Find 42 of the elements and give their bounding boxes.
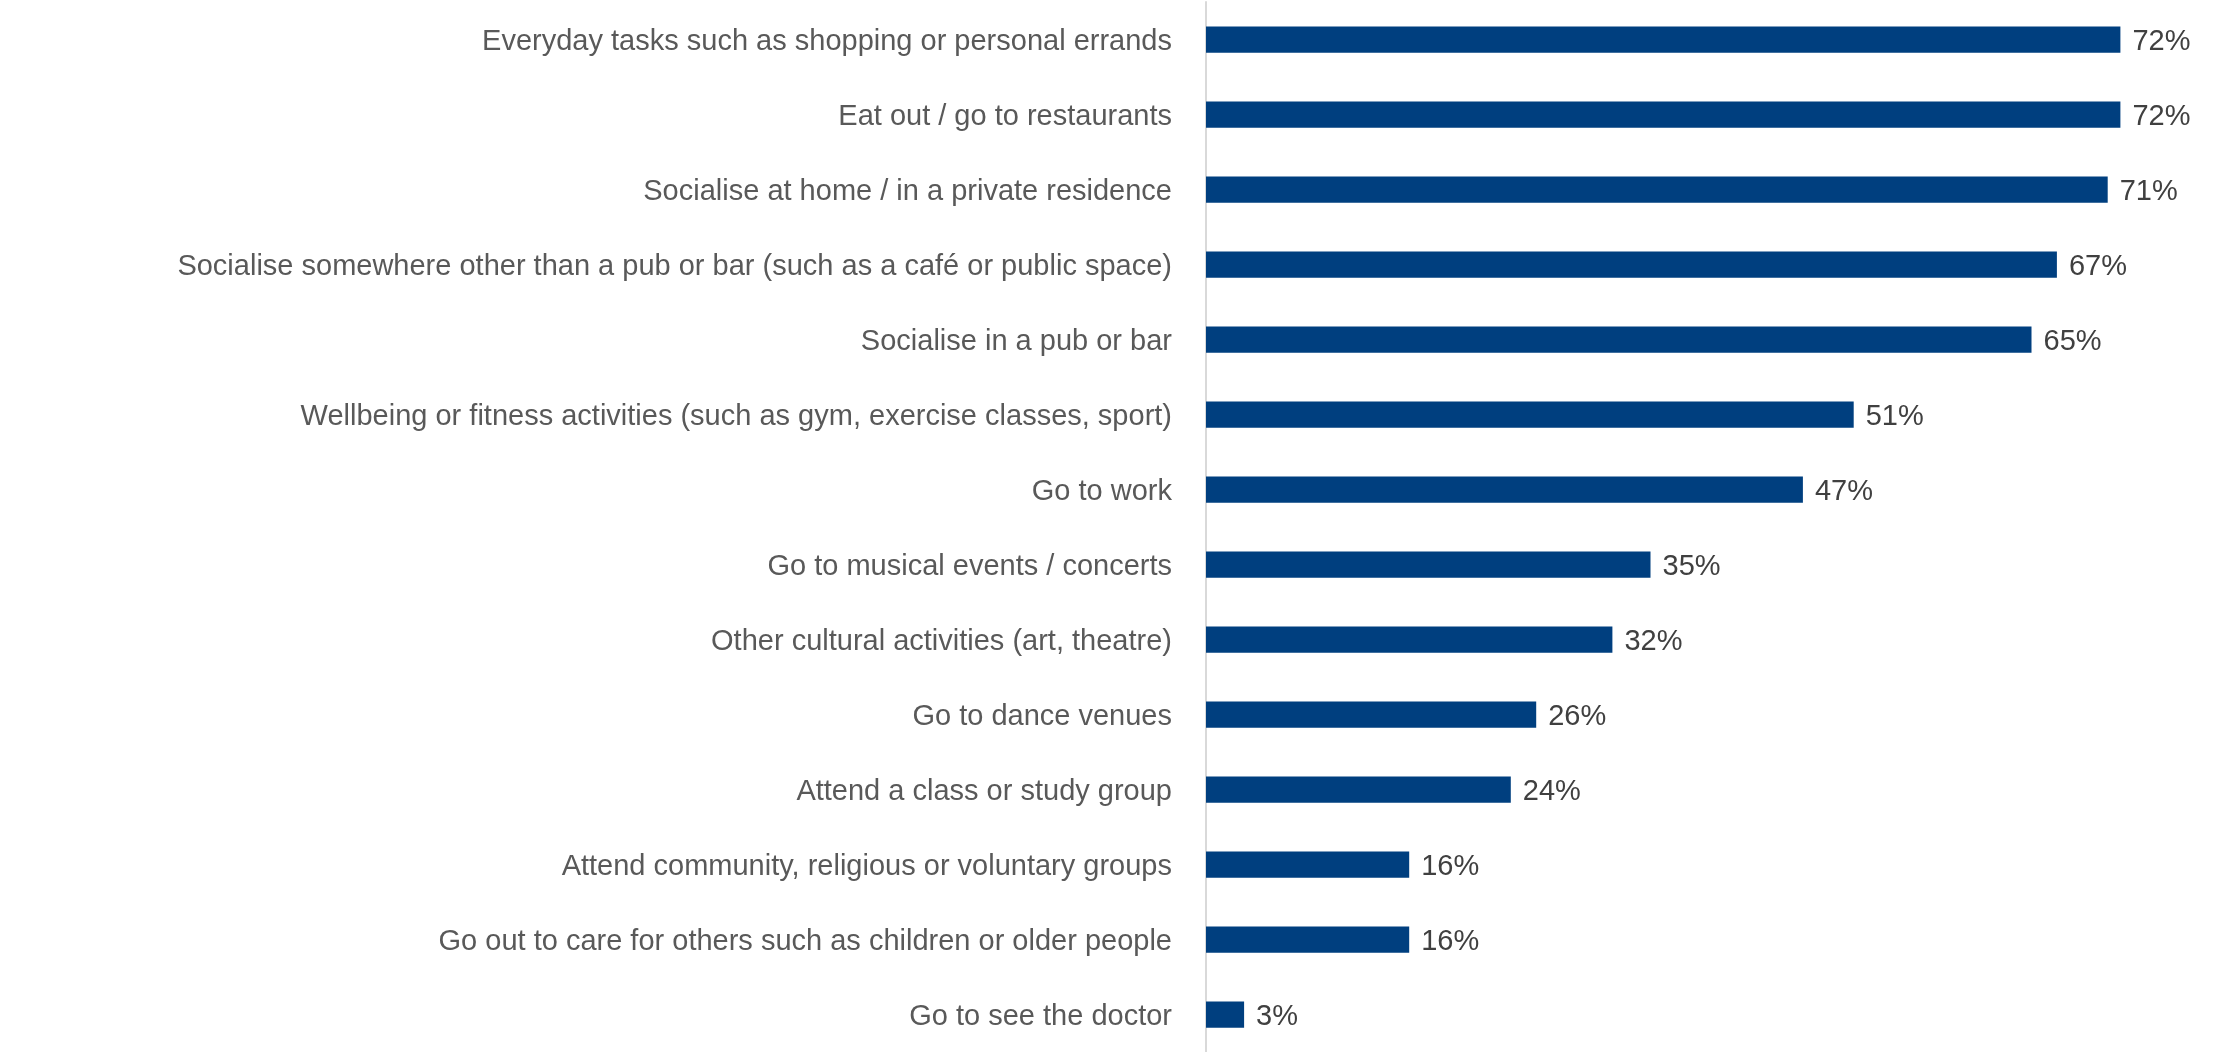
bar bbox=[1206, 251, 2057, 278]
bar bbox=[1206, 176, 2108, 203]
y-tick-label: Attend community, religious or voluntary groups bbox=[561, 848, 1172, 881]
bar bbox=[1206, 626, 1613, 653]
data-label: 35% bbox=[1662, 548, 1721, 581]
y-tick-label: Other cultural activities (art, theatre) bbox=[711, 623, 1172, 656]
bar bbox=[1206, 551, 1651, 578]
data-label: 16% bbox=[1421, 923, 1480, 956]
bar bbox=[1206, 701, 1537, 728]
data-label: 32% bbox=[1624, 623, 1683, 656]
data-label: 65% bbox=[2043, 323, 2102, 356]
bar bbox=[1206, 326, 2032, 353]
y-tick-label: Go to dance venues bbox=[912, 698, 1172, 731]
bar bbox=[1206, 476, 1803, 503]
y-tick-label: Go to see the doctor bbox=[909, 998, 1173, 1031]
y-tick-label: Socialise somewhere other than a pub or bar (such as a café or public space) bbox=[177, 248, 1172, 281]
y-tick-label: Go to work bbox=[1031, 473, 1173, 506]
data-label: 16% bbox=[1421, 848, 1480, 881]
bar bbox=[1206, 401, 1854, 428]
y-tick-label: Socialise at home / in a private residence bbox=[643, 173, 1172, 206]
data-label: 24% bbox=[1522, 773, 1581, 806]
data-label: 51% bbox=[1865, 398, 1924, 431]
y-tick-label: Eat out / go to restaurants bbox=[838, 98, 1172, 131]
data-label: 47% bbox=[1814, 473, 1873, 506]
bar bbox=[1206, 101, 2121, 128]
y-tick-label: Socialise in a pub or bar bbox=[860, 323, 1173, 356]
data-label: 72% bbox=[2132, 98, 2191, 131]
bar bbox=[1206, 851, 1410, 878]
y-tick-label: Go out to care for others such as children or older people bbox=[438, 923, 1172, 956]
bar bbox=[1206, 776, 1511, 803]
bar bbox=[1206, 26, 2121, 53]
data-label: 71% bbox=[2119, 173, 2178, 206]
data-label: 26% bbox=[1548, 698, 1607, 731]
bar bbox=[1206, 926, 1410, 953]
bar bbox=[1206, 1001, 1245, 1028]
y-tick-label: Everyday tasks such as shopping or personal errands bbox=[482, 23, 1172, 56]
data-label: 67% bbox=[2068, 248, 2127, 281]
y-tick-label: Wellbeing or fitness activities (such as gym, exercise classes, sport) bbox=[300, 398, 1172, 431]
data-label: 72% bbox=[2132, 23, 2191, 56]
data-label: 3% bbox=[1256, 998, 1299, 1031]
y-tick-label: Go to musical events / concerts bbox=[767, 548, 1172, 581]
y-tick-label: Attend a class or study group bbox=[796, 773, 1172, 806]
